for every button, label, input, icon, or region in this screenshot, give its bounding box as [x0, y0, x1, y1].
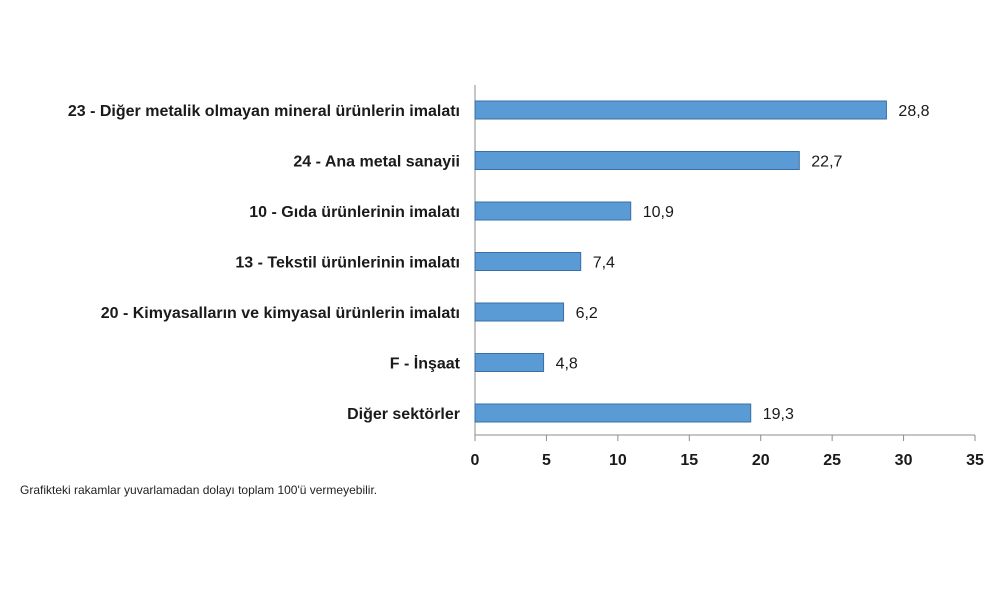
x-tick-label: 15 — [680, 452, 698, 469]
bar — [474, 252, 582, 271]
x-tick-label: 10 — [609, 452, 627, 469]
x-tick-label: 0 — [471, 452, 480, 469]
chart-footnote: Grafikteki rakamlar yuvarlamadan dolayı … — [20, 483, 378, 497]
bar — [474, 302, 565, 322]
category-label: Diğer sektörler — [347, 406, 460, 423]
category-label: 10 - Gıda ürünlerinin imalatı — [249, 204, 460, 221]
data-label: 10,9 — [643, 204, 674, 221]
bar — [474, 100, 887, 120]
bar — [474, 353, 545, 372]
x-tick-label: 25 — [823, 452, 841, 469]
data-label: 4,8 — [556, 356, 578, 373]
category-label: 23 - Diğer metalik olmayan mineral ürünl… — [68, 103, 460, 120]
bar — [474, 151, 800, 170]
data-label: 6,2 — [576, 305, 598, 322]
x-tick-label: 5 — [542, 452, 551, 469]
x-tick-label: 35 — [966, 452, 984, 469]
data-label: 22,7 — [811, 154, 842, 171]
x-tick-label: 30 — [895, 452, 913, 469]
category-label: F - İnşaat — [390, 355, 461, 373]
data-label: 28,8 — [898, 103, 929, 120]
category-label: 20 - Kimyasalların ve kimyasal ürünlerin… — [101, 305, 460, 322]
x-tick-label: 20 — [752, 452, 770, 469]
category-label: 13 - Tekstil ürünlerinin imalatı — [235, 255, 460, 272]
data-label: 19,3 — [763, 406, 794, 423]
data-label: 7,4 — [593, 255, 615, 272]
bar — [474, 201, 632, 221]
bar — [474, 403, 752, 423]
category-label: 24 - Ana metal sanayii — [293, 154, 460, 171]
